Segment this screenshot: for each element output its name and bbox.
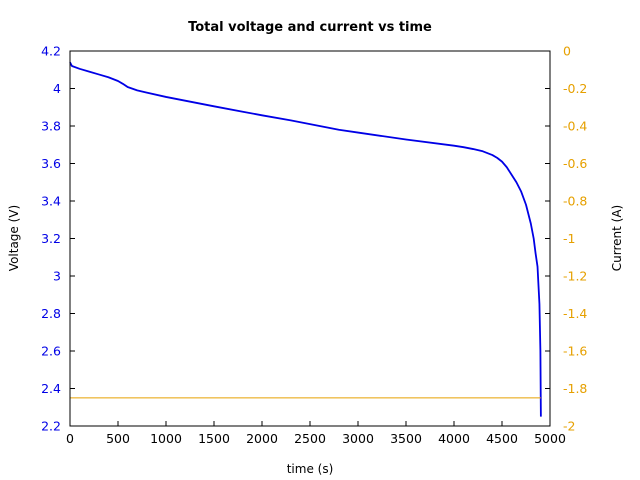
y2-tick-label: -2 — [563, 419, 575, 434]
y-axis-label: Voltage (V) — [7, 205, 21, 271]
y2-tick-label: -1.4 — [563, 306, 587, 321]
y2-tick-label: -0.6 — [563, 156, 587, 171]
y-tick-label: 3.4 — [41, 194, 61, 209]
x-tick-label: 500 — [106, 431, 130, 446]
x-axis-label: time (s) — [287, 462, 334, 476]
axis-ticks: 0 500 1000 1500 2000 2500 3000 3500 4000 4500 5000… — [41, 44, 587, 447]
y2-tick-label: 0 — [563, 44, 571, 59]
x-tick-label: 0 — [66, 431, 74, 446]
y-tick-label: 3.8 — [41, 119, 61, 134]
y2-tick-label: -0.8 — [563, 194, 587, 209]
series-layer — [69, 61, 542, 417]
x-tick-label: 5000 — [534, 431, 566, 446]
chart-title: Total voltage and current vs time — [188, 20, 432, 35]
y-tick-label: 4 — [53, 81, 61, 96]
y2-tick-label: -0.2 — [563, 81, 587, 96]
x-tick-label: 2000 — [246, 431, 278, 446]
y2-axis-label: Current (A) — [610, 205, 624, 271]
y2-tick-label: -1 — [563, 231, 575, 246]
y-tick-label: 4.2 — [41, 44, 61, 59]
y-tick-label: 3.6 — [41, 156, 61, 171]
y-tick-label: 2.8 — [41, 306, 61, 321]
y2-tick-label: -0.4 — [563, 119, 587, 134]
x-tick-label: 4500 — [486, 431, 518, 446]
y2-tick-label: -1.2 — [563, 269, 587, 284]
x-tick-label: 4000 — [438, 431, 470, 446]
x-tick-label: 3500 — [390, 431, 422, 446]
y-tick-label: 2.4 — [41, 381, 61, 396]
x-tick-label: 3000 — [342, 431, 374, 446]
x-tick-label: 1500 — [198, 431, 230, 446]
y2-tick-label: -1.8 — [563, 381, 587, 396]
y-tick-label: 2.6 — [41, 344, 61, 359]
x-tick-label: 2500 — [294, 431, 326, 446]
voltage-series-line — [69, 61, 542, 417]
x-tick-label: 1000 — [150, 431, 182, 446]
y2-tick-label: -1.6 — [563, 344, 587, 359]
plot-frame — [69, 50, 551, 427]
y-tick-label: 2.2 — [41, 419, 61, 434]
y-tick-label: 3.2 — [41, 231, 61, 246]
y-tick-label: 3 — [53, 269, 61, 284]
